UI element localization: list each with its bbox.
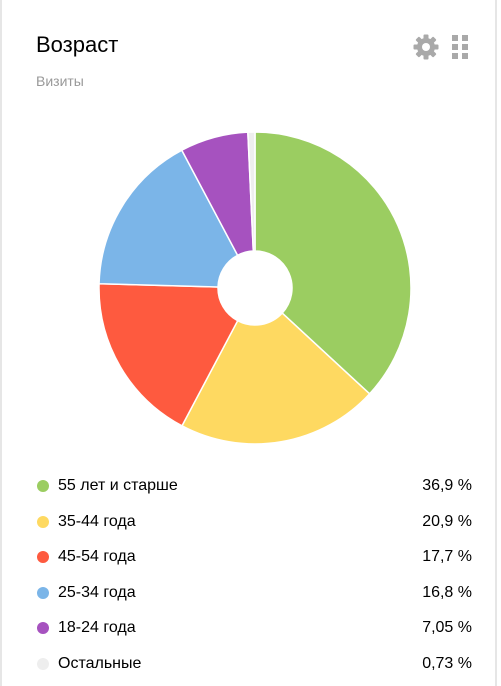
pie-slice[interactable] [180, 312, 371, 445]
legend-value: 16,8 % [422, 583, 472, 601]
pie-slice[interactable] [98, 149, 239, 288]
widget-title: Возраст [36, 32, 119, 57]
legend-color-dot [37, 586, 49, 599]
legend-item[interactable]: 35-44 года 20,9 % [2, 504, 499, 540]
legend-item[interactable]: 45-54 года 17,7 % [2, 539, 499, 575]
legend-value: 20,9 % [422, 512, 472, 530]
legend-value: 36,9 % [422, 477, 472, 494]
legend-item[interactable]: 18-24 года 7,05 % [2, 610, 499, 646]
legend-label: Остальные [58, 654, 142, 672]
gear-icon[interactable] [412, 33, 440, 61]
legend-item[interactable]: 55 лет и старше 36,9 % [2, 468, 499, 504]
legend-label: 35-44 года [58, 512, 136, 530]
legend-item[interactable]: 25-34 года 16,8 % [2, 575, 499, 611]
legend-color-dot [37, 657, 49, 670]
legend-item[interactable]: Остальные 0,73 % [2, 646, 499, 682]
legend-label: 25-34 года [58, 583, 136, 601]
legend-color-dot [37, 622, 49, 634]
pie-slice[interactable] [254, 131, 412, 395]
legend-value: 7,05 % [422, 619, 472, 636]
legend-label: 45-54 года [58, 548, 136, 565]
legend-value: 17,7 % [422, 548, 472, 565]
legend-color-dot [37, 480, 49, 492]
widget-subtitle: Визиты [36, 73, 84, 89]
legend-color-dot [37, 551, 49, 563]
pie-slice[interactable] [98, 282, 239, 427]
legend-color-dot [37, 515, 49, 528]
chart-legend: 55 лет и старше 36,9 % 35-44 года 20,9 % 45-… [2, 468, 499, 681]
legend-label: 18-24 года [58, 619, 136, 636]
legend-value: 0,73 % [422, 654, 472, 672]
pie-slice[interactable] [247, 131, 256, 252]
pie-chart [98, 131, 412, 445]
drag-handle-icon[interactable] [449, 33, 471, 61]
legend-label: 55 лет и старше [58, 477, 178, 494]
